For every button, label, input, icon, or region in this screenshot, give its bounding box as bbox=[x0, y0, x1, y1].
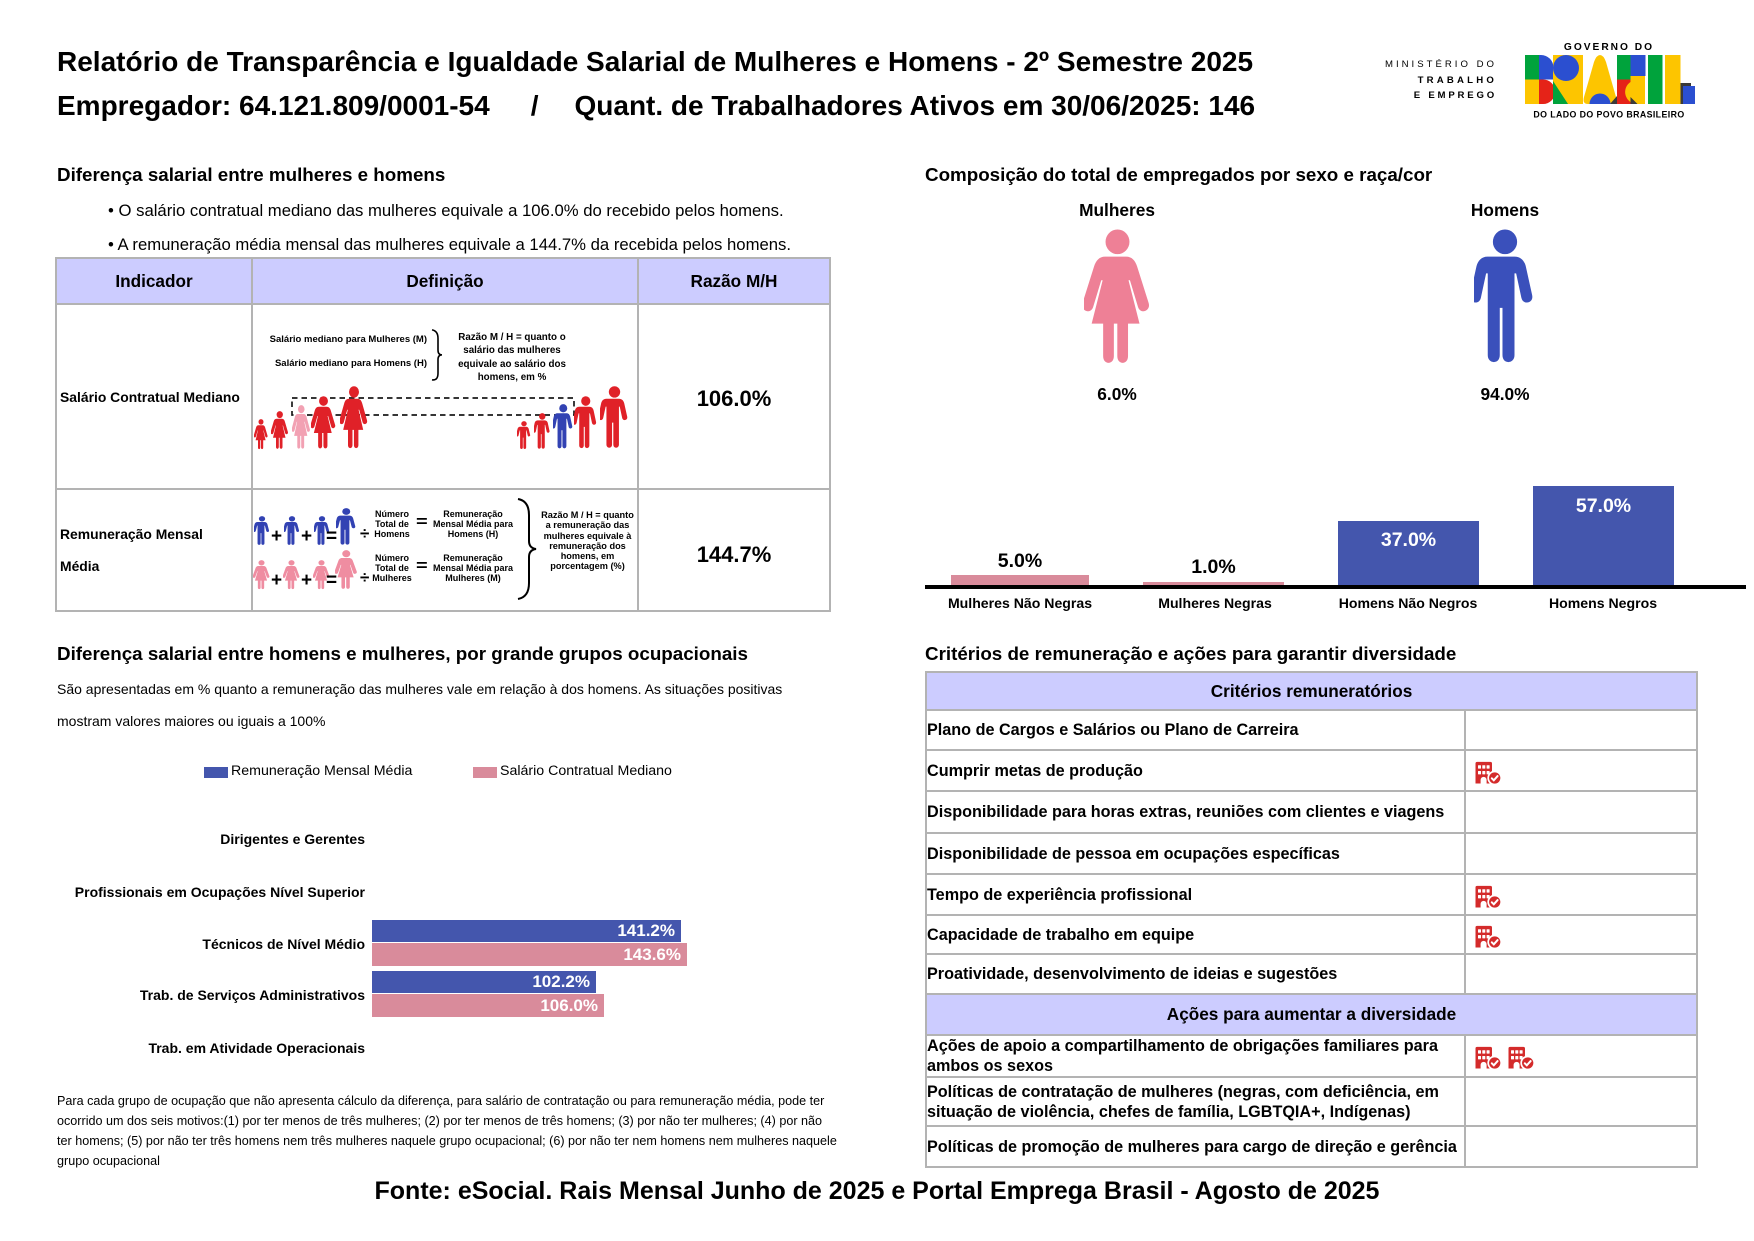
svg-text:DO LADO DO POVO BRASILEIRO: DO LADO DO POVO BRASILEIRO bbox=[1533, 110, 1684, 120]
svg-text:+: + bbox=[301, 570, 312, 591]
svg-text:+: + bbox=[301, 526, 312, 547]
svg-text:=: = bbox=[326, 526, 337, 547]
svg-text:GOVERNO DO: GOVERNO DO bbox=[1564, 42, 1654, 53]
svg-text:+: + bbox=[271, 526, 282, 547]
svg-text:+: + bbox=[271, 570, 282, 591]
svg-text:=: = bbox=[326, 570, 337, 591]
svg-text:÷: ÷ bbox=[360, 524, 369, 543]
svg-text:÷: ÷ bbox=[360, 568, 369, 587]
